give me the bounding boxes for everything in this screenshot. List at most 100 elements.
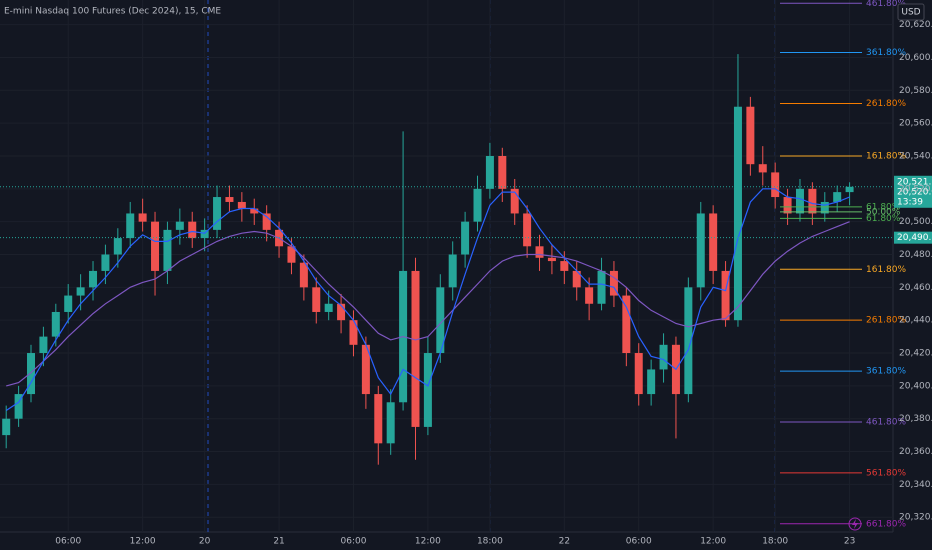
y-tick-label: 20,380.00 [899, 414, 932, 424]
fib-label: 261.80% [866, 316, 906, 326]
candle-body [560, 261, 569, 271]
candle-body [771, 172, 780, 198]
candle-body [39, 336, 48, 354]
y-tick-label: 20,360.00 [899, 447, 932, 457]
y-tick-label: 20,420.00 [899, 349, 932, 359]
candle-body [101, 254, 110, 271]
x-tick-label: 23 [844, 537, 855, 547]
candle-body [733, 106, 742, 321]
price-label: 20,521.25 [897, 177, 932, 187]
candle-body [213, 197, 222, 230]
y-tick-label: 20,460.00 [899, 283, 932, 293]
y-tick-label: 20,600.00 [899, 53, 932, 63]
candle-body [374, 394, 383, 444]
candle-body [113, 238, 122, 255]
candle-body [833, 192, 842, 202]
fib-label: 161.80% [866, 265, 906, 275]
candle-body [163, 229, 172, 271]
candle-body [609, 270, 618, 296]
y-tick-label: 20,580.00 [899, 86, 932, 96]
candle-body [696, 213, 705, 288]
x-tick-label: 12:00 [130, 537, 156, 547]
candle-body [808, 188, 817, 214]
currency[interactable]: USD [901, 8, 920, 18]
candle-body [659, 344, 668, 370]
x-tick-label: 22 [559, 537, 570, 547]
overlay: 461.80% 361.80% 261.80% 161.80% 61.80%50.00%… [0, 0, 932, 529]
x-tick-label: 20 [199, 537, 211, 547]
y-tick-label: 20,320.00 [899, 513, 932, 523]
y-tick-label: 20,480.00 [899, 250, 932, 260]
candle-body [746, 106, 755, 165]
candle-body [448, 254, 457, 288]
candle-body [361, 344, 370, 395]
candle-body [138, 213, 147, 222]
candle-body [783, 197, 792, 214]
y-tick-label: 20,540.00 [899, 151, 932, 161]
candle-body [572, 270, 581, 288]
candle-body [547, 257, 556, 262]
candle-body [386, 402, 395, 444]
candle-body [436, 287, 445, 354]
y-tick-label: 20,620.00 [899, 20, 932, 30]
candle-body [151, 221, 160, 271]
candle-body [262, 213, 271, 230]
candle-body [485, 155, 494, 189]
fib-label: 461.80% [866, 0, 906, 9]
price-label: 20,490.25 [897, 233, 932, 243]
candle-body [647, 369, 656, 395]
price-box [894, 231, 932, 244]
chart-title: E-mini Nasdaq 100 Futures (Dec 2024), 15… [4, 7, 221, 17]
candle-body [89, 270, 98, 288]
candle-body [845, 186, 854, 193]
x-tick-label: 06:00 [626, 537, 652, 547]
candle-body [237, 201, 246, 209]
candle-body [423, 353, 432, 427]
currency-button[interactable] [897, 3, 925, 21]
fib-label: 561.80% [866, 468, 906, 478]
candle-body [585, 287, 594, 304]
last-price-box [894, 175, 932, 208]
fib-label: 161.80% [866, 151, 906, 161]
candle-body [709, 213, 718, 271]
x-tick-label: 12:00 [415, 537, 441, 547]
candle-body [510, 188, 519, 214]
price-label: 20,520.80 [897, 187, 932, 197]
x-tick-label: 12:00 [700, 537, 726, 547]
candle-body [758, 164, 767, 173]
candle-body [411, 270, 420, 427]
fib-label: 61.80% [866, 202, 901, 212]
fib-label: 50.00% [866, 207, 901, 217]
candle-body [299, 262, 308, 288]
x-tick-label: 18:00 [477, 537, 503, 547]
grid [0, 0, 893, 532]
y-tick-label: 20,400.00 [899, 381, 932, 391]
candle-body [523, 213, 532, 247]
alert-icon-bolt [852, 519, 858, 529]
candle-body [225, 197, 234, 202]
candle-body [51, 311, 60, 337]
candle-body [126, 213, 135, 239]
candle-body [337, 303, 346, 321]
candle-body [175, 221, 184, 230]
candle-body [188, 221, 197, 239]
moving-average [5, 188, 850, 412]
candle-body [684, 287, 693, 395]
fib-label: 361.80% [866, 367, 906, 377]
candle-body [597, 270, 606, 304]
candle-body [287, 246, 296, 263]
candle-body [795, 188, 804, 214]
candle-body [473, 188, 482, 222]
candle-body [324, 303, 333, 312]
alert-icon[interactable] [848, 517, 862, 531]
candle-body [634, 353, 643, 395]
candle-body [27, 353, 36, 395]
candle-body [820, 201, 829, 214]
fib-label: 261.80% [866, 99, 906, 109]
candle-body [200, 229, 209, 239]
y-tick-label: 20,520.00 [899, 184, 932, 194]
x-tick-label: 06:00 [55, 537, 81, 547]
candle-body [76, 287, 85, 296]
candle-body [535, 246, 544, 258]
